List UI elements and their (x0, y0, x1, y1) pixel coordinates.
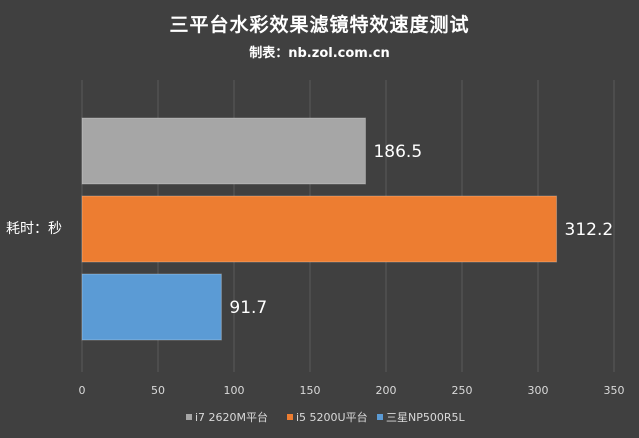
legend-label: i5 5200U平台 (296, 410, 368, 424)
bar-1 (81, 195, 558, 263)
x-tick-label: 350 (604, 384, 625, 397)
bar-value-label: 91.7 (229, 298, 267, 318)
x-tick-label: 50 (151, 384, 165, 397)
legend: i7 2620M平台 i5 5200U平台 三星NP500R5L (186, 410, 465, 424)
x-axis-ticks: 0 50 100 150 200 250 300 350 (79, 384, 625, 397)
legend-swatch (287, 414, 293, 420)
legend-label: i7 2620M平台 (195, 410, 268, 424)
x-tick-label: 250 (452, 384, 473, 397)
x-tick-label: 100 (224, 384, 245, 397)
chart-subtitle: 制表：nb.zol.com.cn (249, 45, 389, 61)
x-tick-label: 150 (300, 384, 321, 397)
legend-swatch (186, 414, 192, 420)
chart-title: 三平台水彩效果滤镜特效速度测试 (169, 13, 469, 36)
bar-value-label: 312.2 (565, 220, 614, 240)
value-labels: 186.5 312.2 91.7 (229, 142, 613, 318)
bar-2 (81, 273, 222, 341)
x-tick-label: 200 (376, 384, 397, 397)
legend-label: 三星NP500R5L (386, 411, 465, 424)
category-label: 耗时：秒 (6, 221, 62, 237)
x-tick-label: 0 (79, 384, 86, 397)
bar-0 (81, 117, 366, 185)
legend-swatch (377, 414, 383, 420)
bar-value-label: 186.5 (373, 142, 422, 162)
bars (81, 117, 558, 341)
x-tick-label: 300 (528, 384, 549, 397)
